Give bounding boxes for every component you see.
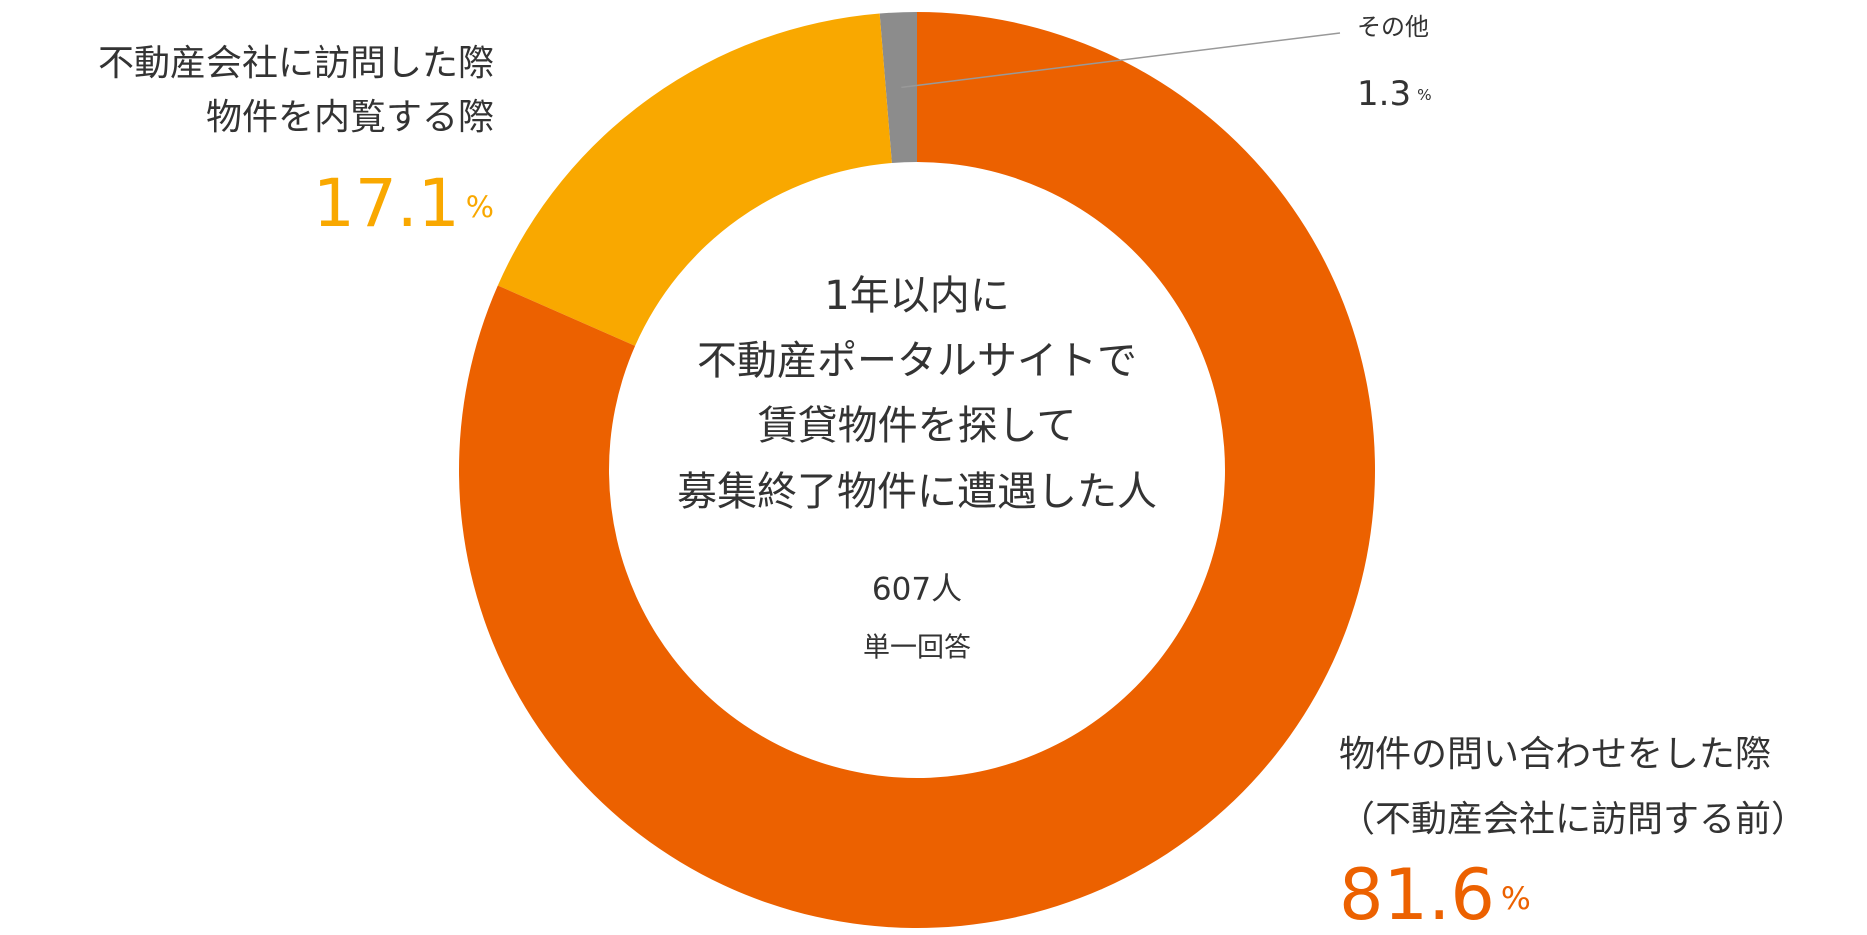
- value-number: 17.1: [313, 165, 460, 242]
- sample-size: 607人: [872, 572, 962, 608]
- value-label: 1.3%: [1357, 74, 1432, 114]
- center-text: 募集終了物件に遭遇した人: [677, 469, 1157, 515]
- note: 単一回答: [863, 633, 971, 664]
- center-text: 賃貸物件を探して: [758, 403, 1077, 449]
- value-label: 17.1%: [313, 165, 494, 242]
- value-unit: %: [466, 190, 494, 225]
- category-label: 物件を内覧する際: [206, 97, 494, 138]
- leader-line: [901, 32, 1341, 89]
- value-number: 81.6: [1339, 854, 1495, 935]
- category-label: その他: [1357, 13, 1429, 41]
- donut-segment: [459, 12, 1376, 928]
- donut-segment: [879, 12, 917, 164]
- category-label: 不動産会社に訪問した際: [98, 43, 494, 84]
- category-label: （不動産会社に訪問する前）: [1339, 799, 1807, 840]
- value-unit: %: [1501, 881, 1531, 917]
- category-label: 物件の問い合わせをした際: [1339, 734, 1771, 775]
- center-text: 1年以内に: [824, 273, 1009, 319]
- value-label: 81.6%: [1339, 854, 1531, 935]
- value-unit: %: [1417, 86, 1432, 104]
- value-number: 1.3: [1357, 74, 1411, 114]
- center-text: 不動産ポータルサイトで: [697, 338, 1137, 384]
- donut-segment: [497, 13, 892, 346]
